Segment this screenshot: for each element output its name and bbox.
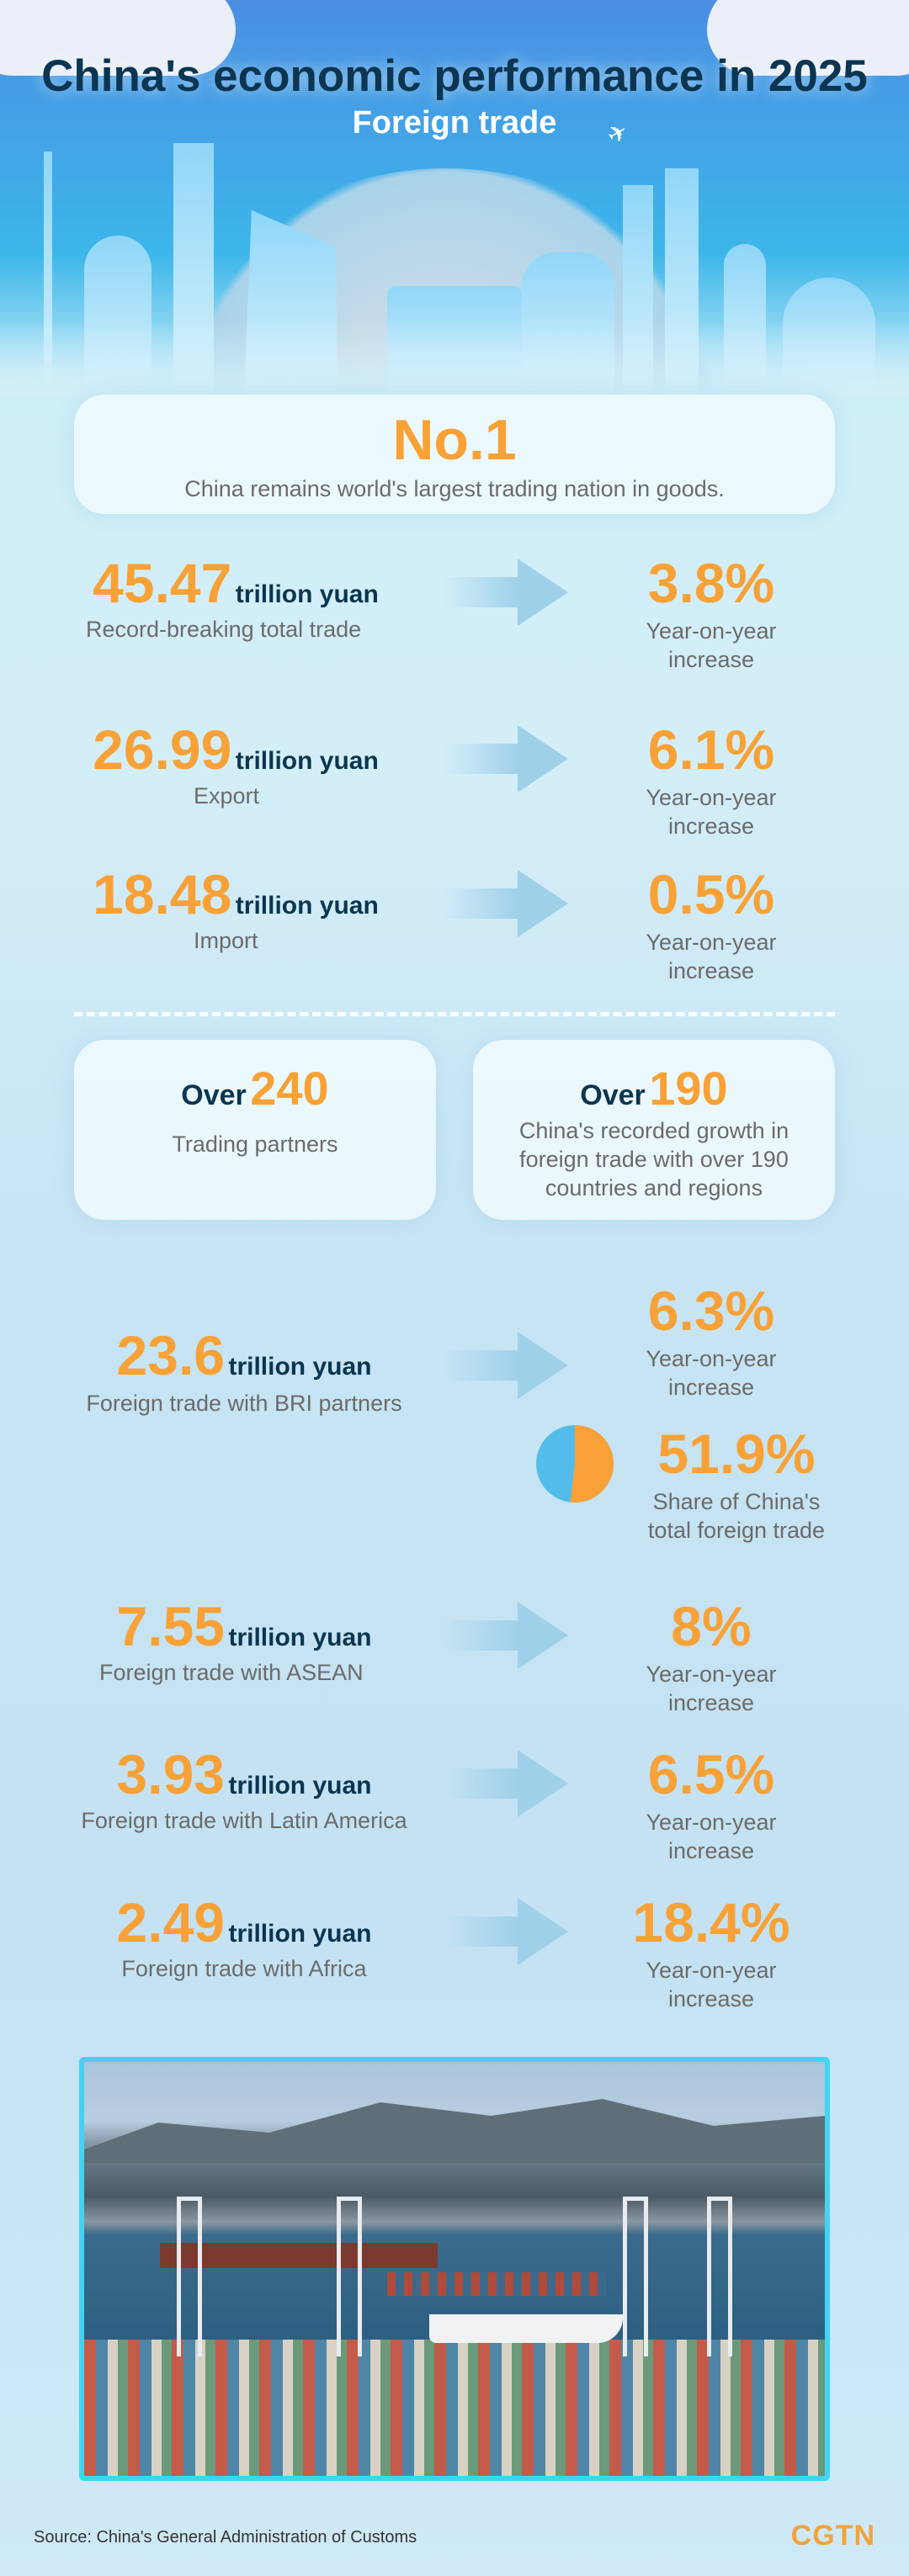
stat-value: 26.99 bbox=[93, 718, 232, 781]
region-unit: trillion yuan bbox=[228, 1920, 372, 1948]
arrow-icon bbox=[444, 1332, 570, 1399]
bri-growth-label: Year-on-year increase bbox=[646, 1346, 777, 1400]
region-growth-label: Year-on-year increase bbox=[646, 1958, 777, 2012]
bri-unit: trillion yuan bbox=[228, 1353, 372, 1381]
bri-share-label: Share of China's total foreign trade bbox=[647, 1489, 826, 1543]
region-label: Foreign trade with Africa bbox=[121, 1956, 367, 1981]
arrow-icon bbox=[444, 1750, 570, 1817]
partners-prefix: Over bbox=[181, 1079, 247, 1111]
growth-label: Year-on-year increase bbox=[646, 618, 777, 672]
countries-value: 190 bbox=[649, 1062, 728, 1115]
growth-label: Year-on-year increase bbox=[646, 785, 777, 839]
cgtn-logo: CGTN bbox=[790, 2520, 875, 2552]
stat-unit: trillion yuan bbox=[235, 892, 379, 920]
stat-unit: trillion yuan bbox=[235, 747, 379, 775]
port-container-terminal-photo bbox=[79, 2057, 830, 2481]
region-unit: trillion yuan bbox=[228, 1772, 372, 1799]
growth-value: 6.1% bbox=[647, 718, 775, 781]
bri-value: 23.6 bbox=[116, 1324, 225, 1386]
stat-value: 45.47 bbox=[93, 552, 232, 614]
partners-value: 240 bbox=[250, 1062, 329, 1115]
stat-unit: trillion yuan bbox=[235, 580, 379, 608]
arrow-icon bbox=[444, 725, 570, 792]
page-subtitle: Foreign trade bbox=[352, 105, 557, 140]
growth-value: 3.8% bbox=[647, 552, 775, 614]
region-growth-label: Year-on-year increase bbox=[646, 1810, 777, 1863]
partners-text: Trading partners bbox=[172, 1132, 338, 1157]
source-note: Source: China's General Administration o… bbox=[34, 2528, 417, 2547]
region-unit: trillion yuan bbox=[228, 1624, 372, 1651]
region-growth: 8% bbox=[671, 1595, 752, 1657]
countries-prefix: Over bbox=[580, 1079, 646, 1111]
region-growth: 6.5% bbox=[647, 1743, 775, 1805]
countries-text: China's recorded growth in foreign trade… bbox=[518, 1118, 789, 1201]
rank-text: China remains world's largest trading na… bbox=[184, 476, 725, 501]
arrow-icon bbox=[444, 1602, 570, 1669]
rank-card: No.1 China remains world's largest tradi… bbox=[74, 395, 835, 514]
rank-value: No.1 bbox=[392, 408, 517, 472]
bri-growth: 6.3% bbox=[647, 1280, 775, 1342]
growth-value: 0.5% bbox=[647, 863, 775, 925]
stat-value: 18.48 bbox=[93, 863, 232, 925]
region-value: 7.55 bbox=[116, 1595, 225, 1657]
region-growth: 18.4% bbox=[632, 1891, 790, 1953]
hero-skyline-illustration: ✈ bbox=[0, 0, 909, 395]
region-value: 3.93 bbox=[116, 1743, 225, 1805]
stat-label: Export bbox=[194, 783, 260, 808]
bri-label: Foreign trade with BRI partners bbox=[86, 1391, 402, 1416]
arrow-icon bbox=[444, 559, 570, 626]
page-title: China's economic performance in 2025 bbox=[41, 51, 868, 101]
divider bbox=[74, 1012, 835, 1016]
arrow-icon bbox=[444, 1898, 570, 1965]
stat-label: Import bbox=[194, 928, 258, 953]
region-label: Foreign trade with ASEAN bbox=[99, 1660, 364, 1685]
bri-share-pie bbox=[536, 1425, 614, 1503]
stat-label: Record-breaking total trade bbox=[86, 617, 362, 642]
growth-countries-card: Over 190 China's recorded growth in fore… bbox=[473, 1040, 835, 1220]
partners-card: Over 240 Trading partners bbox=[74, 1040, 436, 1220]
region-value: 2.49 bbox=[116, 1891, 225, 1953]
region-growth-label: Year-on-year increase bbox=[646, 1662, 777, 1715]
bri-share-value: 51.9% bbox=[657, 1423, 816, 1485]
pie-slice-bri-share bbox=[570, 1425, 614, 1503]
growth-label: Year-on-year increase bbox=[646, 930, 777, 983]
region-label: Foreign trade with Latin America bbox=[81, 1808, 407, 1833]
arrow-icon bbox=[444, 870, 570, 937]
